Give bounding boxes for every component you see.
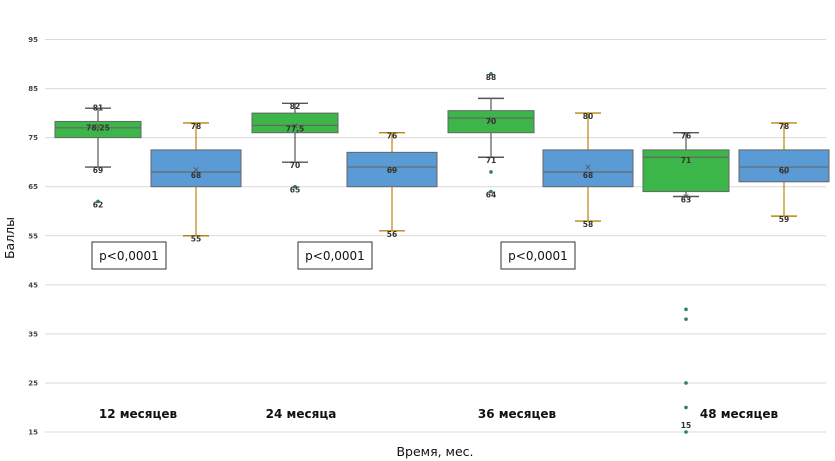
mean-marker: × [192,166,200,176]
data-label: 82 [290,102,300,111]
data-label: 60 [779,166,789,175]
data-label: 59 [779,215,789,224]
y-tick-label: 85 [28,85,38,93]
outlier-point [684,430,688,434]
y-tick-label: 65 [28,183,38,191]
outlier-point [489,189,493,194]
group-label: 48 месяцев [700,407,779,421]
data-label: 68 [583,171,593,180]
box-3: × 82 77,5 70 65 [251,102,339,195]
box-4: × 76 69 56 [346,132,438,239]
group-labels: 12 месяцев 24 месяца 36 месяцев 48 месяцев [99,407,779,421]
data-label: 69 [93,166,103,175]
data-label: 78,25 [86,123,110,132]
data-label: 15 [681,421,691,430]
data-label: 80 [583,112,593,121]
mean-marker: × [291,121,299,131]
y-tick-label: 35 [28,330,38,338]
group-label: 12 месяцев [99,407,178,421]
y-tick-labels: 15 25 35 45 55 65 75 85 95 [28,36,38,437]
data-label: 76 [681,132,691,141]
data-label: 62 [93,200,103,209]
data-label: 70 [290,161,300,170]
box-6: × 80 68 58 [542,112,634,229]
data-label: 64 [486,191,496,200]
data-label: 70 [486,117,496,126]
data-label: 88 [486,73,496,82]
y-tick-label: 55 [28,232,38,240]
data-label: 56 [387,230,397,239]
y-tick-label: 45 [28,281,38,289]
data-label: 71 [486,156,496,165]
data-label: 78 [779,122,789,131]
mean-marker: × [780,168,788,178]
box-5: × 88 70 71 64 [447,72,535,200]
y-tick-label: 25 [28,379,38,387]
iqr-box [251,112,339,134]
mean-marker: × [682,193,690,203]
group-label: 36 месяцев [478,407,557,421]
box-8: × 78 60 59 [738,122,830,224]
y-tick-label: 95 [28,36,38,44]
outlier-point [489,170,493,174]
box-2: × 78 68 55 [150,122,242,244]
box-1: × 81 78,25 69 62 [54,104,142,209]
gridlines [45,39,826,433]
p-value-box [500,241,576,270]
data-label: 78 [191,122,201,131]
mean-marker: × [94,122,102,132]
p-value-label: p<0,0001 [508,249,568,263]
y-tick-label: 75 [28,134,38,142]
data-label: 68 [191,171,201,180]
data-label: 63 [681,195,691,204]
iqr-box [447,110,535,134]
mean-marker: × [584,163,592,173]
outlier-point [96,199,100,204]
iqr-box [542,149,634,188]
p-value-box [91,241,167,270]
outlier-point [684,405,688,410]
data-label: 81 [93,104,103,113]
box-series: × 81 78,25 69 62 × 78 68 55 × 82 77,5 70 65 × 76 69 56 × 88… [54,72,830,434]
data-label: 58 [583,220,593,229]
iqr-box [346,151,438,188]
data-label: 76 [387,132,397,141]
group-label: 24 месяца [266,407,337,421]
p-value-label: p<0,0001 [99,249,159,263]
data-label: 71 [681,156,691,165]
p-value-boxes: p<0,0001 p<0,0001 p<0,0001 [91,241,576,270]
p-value-box [297,241,373,270]
box-7: × 76 71 63 15 [642,132,730,434]
data-label: 55 [191,235,201,244]
outlier-point [293,184,297,189]
iqr-box [738,149,830,183]
data-label: 77,5 [286,124,305,133]
iqr-box [54,120,142,139]
data-label: 65 [290,186,300,195]
outlier-point [489,72,493,76]
data-label: 69 [387,166,397,175]
iqr-box [150,149,242,188]
outlier-point [684,317,688,321]
outlier-point [684,381,688,385]
p-value-label: p<0,0001 [305,249,365,263]
outlier-point [684,307,688,312]
x-axis-title: Время, мес. [396,444,473,459]
y-axis-title: Баллы [2,217,17,259]
mean-marker: × [487,116,495,126]
y-tick-label: 15 [28,429,38,437]
mean-marker: × [388,166,396,176]
